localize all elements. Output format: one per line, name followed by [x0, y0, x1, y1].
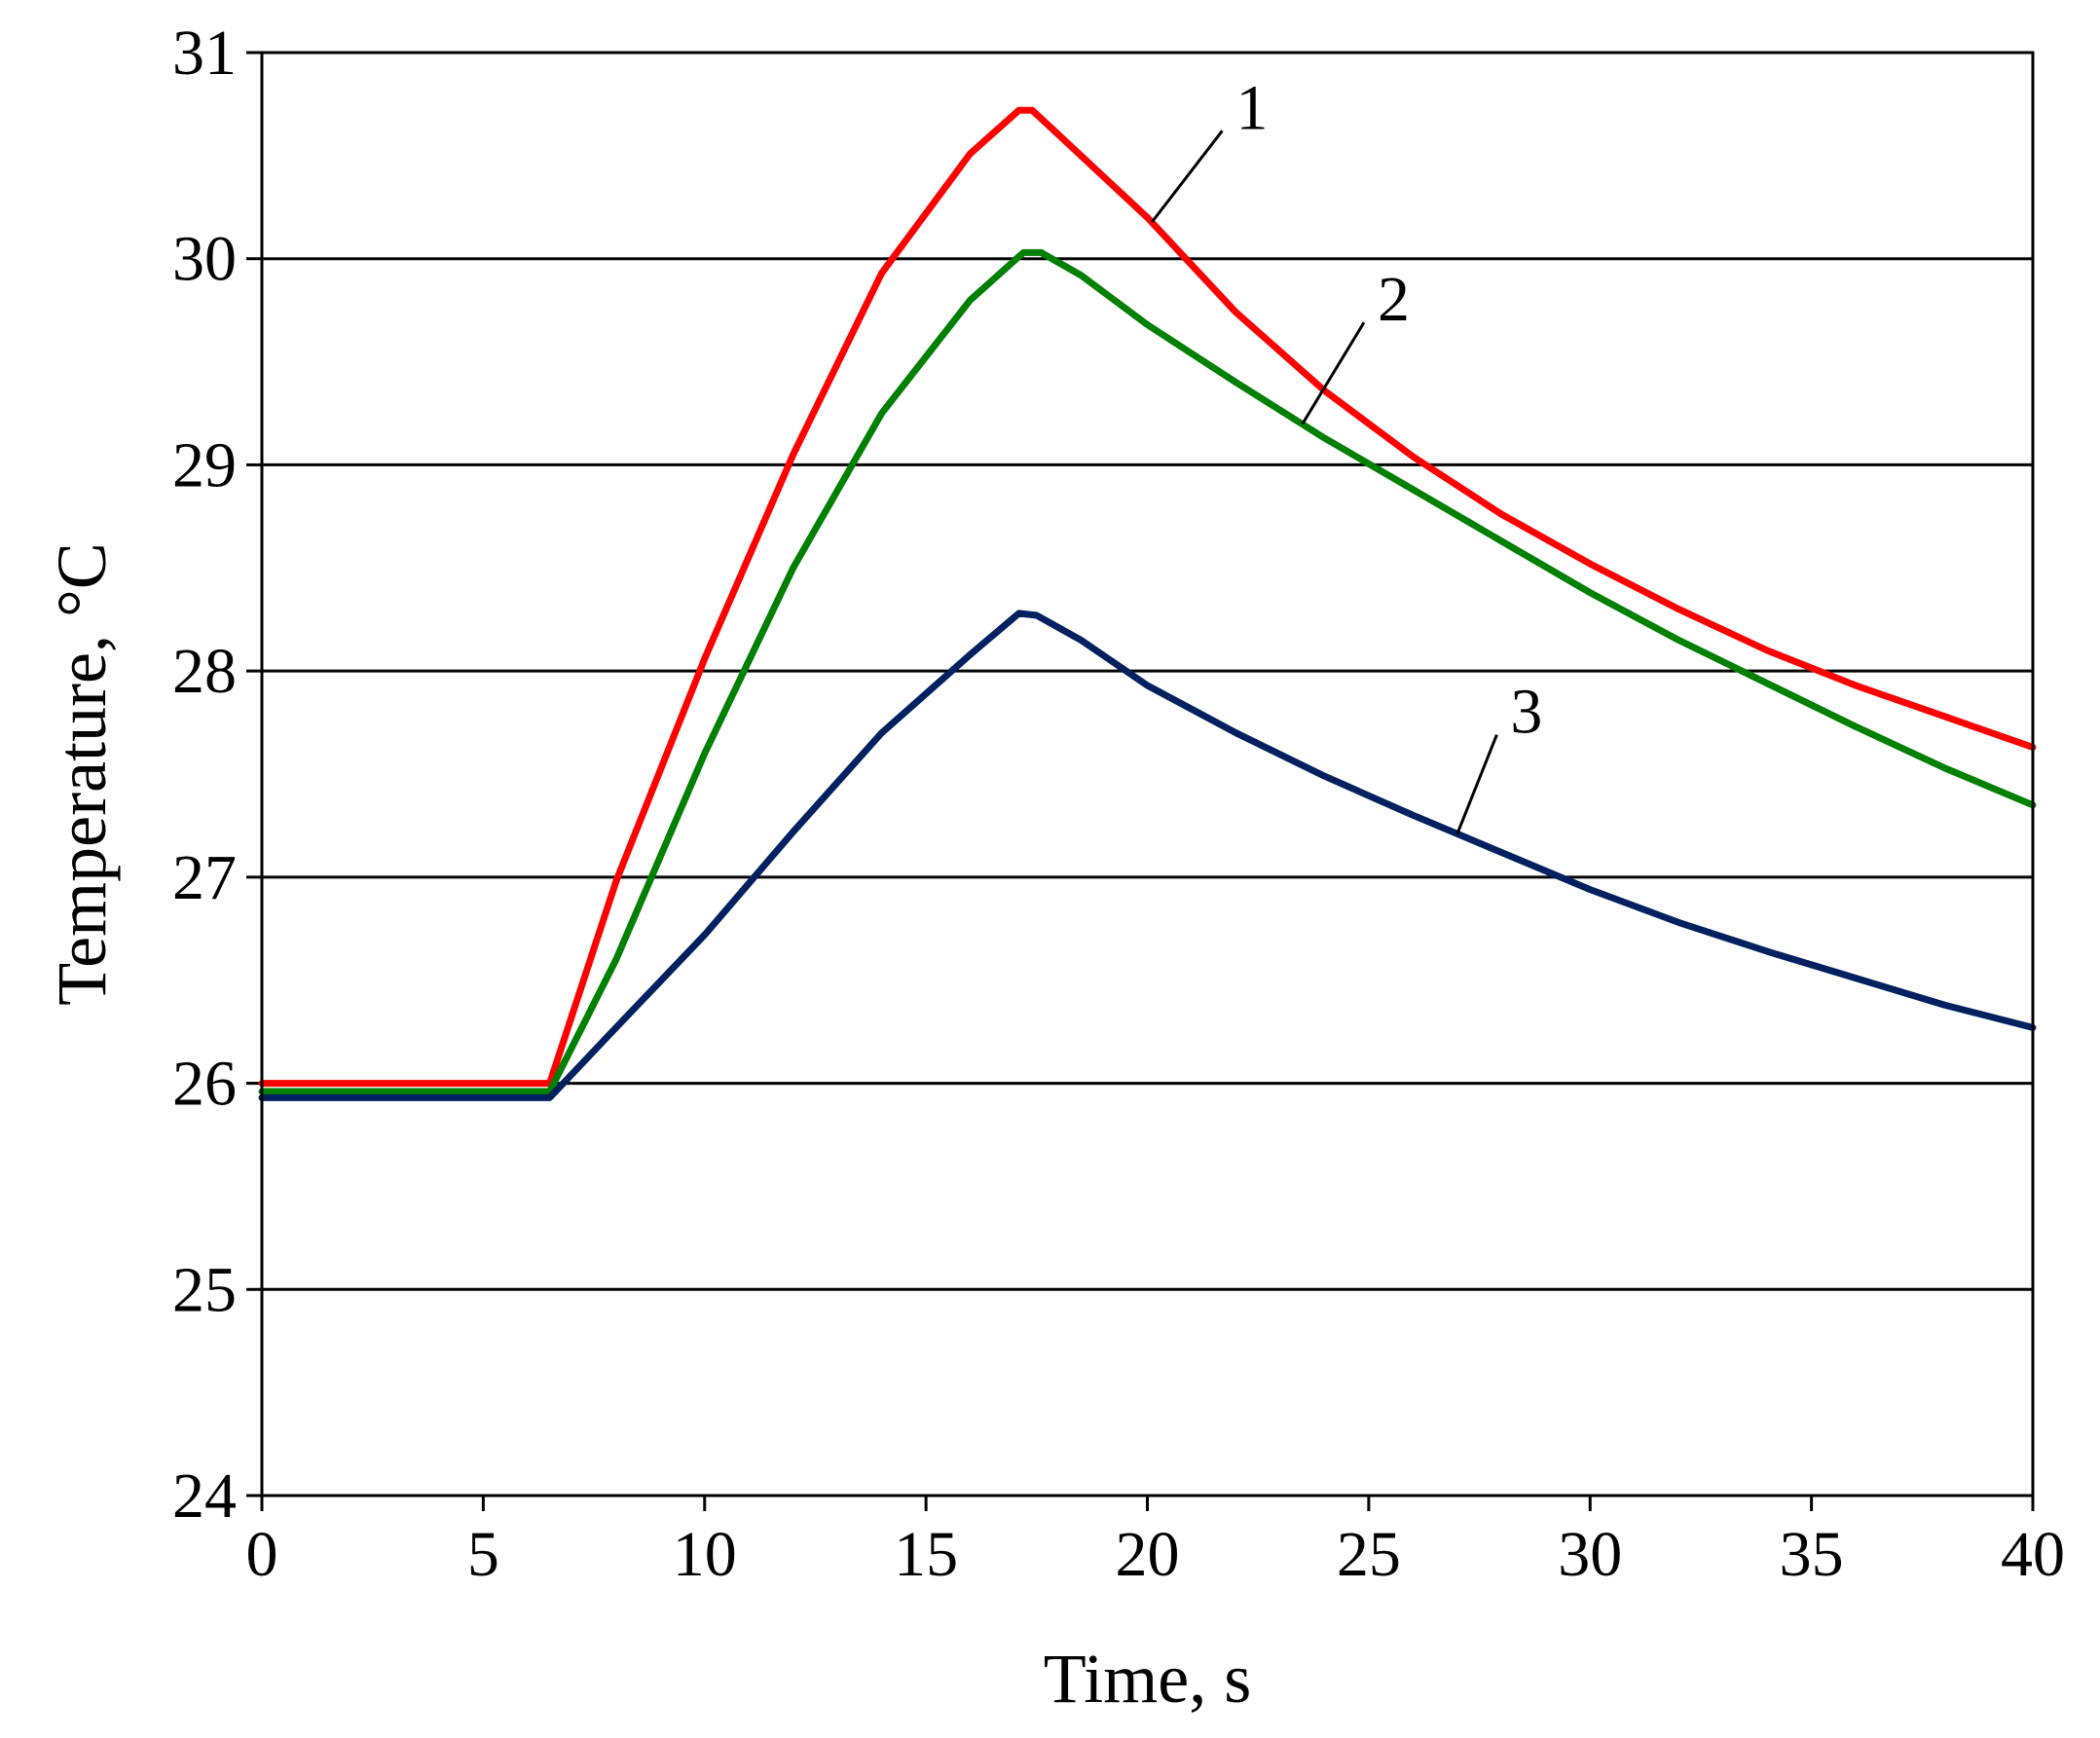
y-tick-label-25: 25: [172, 1254, 237, 1325]
y-axis-title: Temperature, °C: [43, 542, 121, 1006]
curve-label-3: 3: [1510, 677, 1542, 748]
y-tick-label-29: 29: [172, 429, 237, 500]
y-axis-ticks: 24 25 26 27 28 29 30 31: [172, 18, 262, 1532]
y-tick-label-28: 28: [172, 636, 237, 707]
leader-line-2: [1301, 321, 1366, 425]
series-line-3: [258, 610, 2037, 1101]
x-tick-label-5: 5: [467, 1519, 499, 1590]
curve-label-2: 2: [1378, 264, 1410, 335]
x-tick-label-0: 0: [246, 1519, 278, 1590]
curve-annotations: 1 2 3: [1150, 72, 1542, 834]
series-line-1: [258, 106, 2037, 1088]
curve-label-1: 1: [1235, 72, 1268, 143]
x-axis-title: Time, s: [1044, 1640, 1251, 1718]
series-line-2: [258, 248, 2037, 1095]
x-tick-label-25: 25: [1337, 1519, 1401, 1590]
plot-frame: [260, 51, 2035, 1498]
gridlines: [262, 257, 2033, 1291]
y-tick-label-24: 24: [172, 1461, 237, 1532]
leader-line-1: [1150, 129, 1224, 224]
series-lines: [258, 106, 2037, 1101]
x-tick-label-10: 10: [673, 1519, 737, 1590]
x-tick-label-30: 30: [1558, 1519, 1622, 1590]
y-tick-label-31: 31: [172, 18, 237, 89]
x-tick-label-20: 20: [1116, 1519, 1180, 1590]
x-tick-label-40: 40: [2001, 1519, 2065, 1590]
x-tick-label-15: 15: [894, 1519, 958, 1590]
leader-line-3: [1455, 734, 1498, 834]
x-tick-label-35: 35: [1780, 1519, 1844, 1590]
x-axis-ticks: 0 5 10 15 20 25 30 35 40: [246, 1496, 2065, 1590]
y-tick-label-30: 30: [172, 224, 237, 295]
y-tick-label-26: 26: [172, 1049, 237, 1120]
y-tick-label-27: 27: [172, 842, 237, 913]
